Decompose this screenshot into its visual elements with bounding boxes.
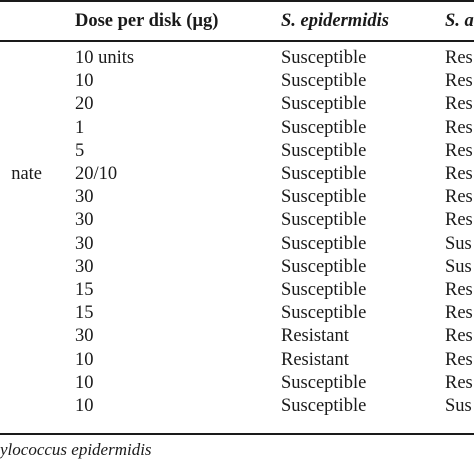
cell-s-aureus: Res [445, 210, 473, 231]
cell-s-epidermidis: Susceptible [281, 210, 367, 231]
cell-s-epidermidis: Susceptible [281, 117, 367, 138]
cell-s-epidermidis: Susceptible [281, 396, 367, 416]
cell-dose: 5 [75, 140, 85, 161]
cell-drug: nate [11, 164, 42, 184]
cell-dose: 20/10 [75, 164, 118, 184]
cell-dose: 20 [75, 94, 94, 115]
cell-s-aureus: Res [445, 71, 473, 92]
cell-s-epidermidis: Susceptible [281, 94, 367, 115]
cell-dose: 10 [75, 372, 94, 393]
cell-dose: 30 [75, 256, 94, 277]
header-dose: Dose per disk (µg) [75, 11, 219, 31]
cell-s-epidermidis: Resistant [281, 349, 349, 370]
cell-s-epidermidis: Susceptible [281, 256, 367, 277]
cell-s-aureus: Res [445, 117, 473, 138]
header-s-aureus: S. a [445, 11, 474, 31]
cell-s-epidermidis: Susceptible [281, 233, 367, 254]
cell-s-aureus: Res [445, 94, 473, 115]
cell-s-aureus: Res [445, 164, 473, 184]
cell-s-epidermidis: Susceptible [281, 280, 367, 300]
cell-dose: 30 [75, 233, 94, 254]
cell-s-aureus: Res [445, 140, 473, 161]
cell-s-epidermidis: Susceptible [281, 187, 367, 208]
cell-s-aureus: Res [445, 280, 473, 300]
cell-s-epidermidis: Susceptible [281, 71, 367, 92]
cell-dose: 30 [75, 187, 94, 208]
cell-s-epidermidis: Susceptible [281, 140, 367, 161]
cell-s-aureus: Sus [445, 396, 472, 416]
cell-dose: 30 [75, 326, 94, 347]
cell-s-aureus: Sus [445, 256, 472, 277]
cell-s-aureus: Res [445, 187, 473, 208]
cell-s-aureus: Res [445, 372, 473, 393]
cell-dose: 15 [75, 303, 94, 324]
cell-dose: 1 [75, 117, 85, 138]
cell-dose: 15 [75, 280, 94, 300]
cell-s-aureus: Res [445, 48, 473, 68]
header-rule [0, 40, 474, 42]
cell-dose: 10 [75, 349, 94, 370]
cell-s-aureus: Res [445, 349, 473, 370]
cell-s-epidermidis: Susceptible [281, 164, 367, 184]
cell-dose: 10 [75, 71, 94, 92]
cell-dose: 10 [75, 396, 94, 416]
cell-s-epidermidis: Susceptible [281, 48, 367, 68]
cell-s-epidermidis: Susceptible [281, 303, 367, 324]
table-footnote: ylococcus epidermidis [0, 440, 152, 459]
cell-s-aureus: Sus [445, 233, 472, 254]
cell-dose: 10 units [75, 48, 135, 68]
cell-s-epidermidis: Susceptible [281, 372, 367, 393]
header-s-epidermidis: S. epidermidis [281, 11, 389, 31]
cell-s-aureus: Res [445, 326, 473, 347]
bottom-rule [0, 433, 474, 435]
cell-dose: 30 [75, 210, 94, 231]
top-rule [0, 0, 474, 2]
cell-s-epidermidis: Resistant [281, 326, 349, 347]
cell-s-aureus: Res [445, 303, 473, 324]
